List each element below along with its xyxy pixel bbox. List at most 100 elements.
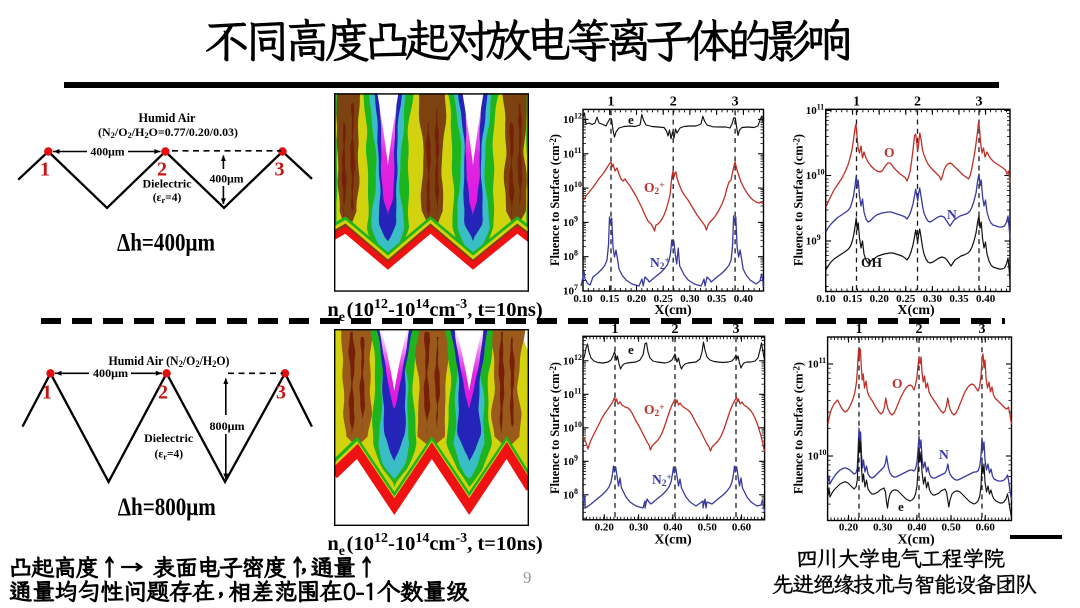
- svg-text:3: 3: [979, 322, 986, 337]
- svg-text:400μm: 400μm: [210, 174, 244, 186]
- svg-text:10: 10: [563, 183, 575, 195]
- svg-text:10: 10: [563, 286, 575, 298]
- svg-text:1: 1: [608, 95, 615, 110]
- svg-text:0.50: 0.50: [698, 522, 718, 534]
- svg-text:1: 1: [40, 159, 50, 181]
- svg-text:10: 10: [563, 389, 575, 401]
- svg-text:800μm: 800μm: [210, 421, 245, 433]
- svg-text:1: 1: [853, 95, 860, 110]
- svg-text:400μm: 400μm: [93, 368, 128, 380]
- svg-text:11: 11: [574, 386, 582, 395]
- svg-text:3: 3: [733, 322, 740, 337]
- svg-text:7: 7: [574, 283, 578, 292]
- svg-text:9: 9: [817, 233, 821, 242]
- svg-text:10: 10: [563, 355, 575, 367]
- svg-text:0.50: 0.50: [941, 522, 961, 534]
- svg-text:1: 1: [856, 322, 863, 337]
- svg-text:(εr=4): (εr=4): [153, 192, 182, 205]
- svg-text:0.30: 0.30: [923, 293, 943, 305]
- svg-text:X(cm): X(cm): [654, 303, 692, 318]
- svg-text:9: 9: [574, 214, 578, 223]
- svg-text:X(cm): X(cm): [897, 303, 935, 318]
- svg-text:0.40: 0.40: [907, 522, 927, 534]
- svg-text:3: 3: [276, 382, 286, 404]
- svg-text:0.25: 0.25: [654, 293, 674, 305]
- svg-text:0.60: 0.60: [976, 522, 996, 534]
- svg-text:Fluence to Surface (cm-2): Fluence to Surface (cm-2): [548, 362, 562, 494]
- svg-text:O2+: O2+: [644, 402, 665, 419]
- svg-text:e: e: [898, 499, 904, 514]
- svg-text:Fluence to Surface (cm-2): Fluence to Surface (cm-2): [548, 134, 562, 266]
- svg-text:0.20: 0.20: [839, 522, 859, 534]
- svg-text:3: 3: [732, 95, 739, 110]
- svg-text:X(cm): X(cm): [897, 533, 935, 548]
- svg-text:Δh=400μm: Δh=400μm: [117, 228, 215, 257]
- svg-text:2: 2: [916, 322, 923, 337]
- svg-text:12: 12: [574, 353, 582, 362]
- svg-text:0.20: 0.20: [595, 522, 615, 534]
- svg-text:0.15: 0.15: [600, 293, 620, 305]
- svg-text:e: e: [628, 112, 634, 127]
- svg-text:0.30: 0.30: [873, 522, 893, 534]
- svg-text:Humid Air (N2/O2/H2O): Humid Air (N2/O2/H2O): [109, 353, 230, 370]
- svg-text:N: N: [947, 207, 957, 222]
- svg-text:400μm: 400μm: [91, 146, 125, 158]
- svg-text:10: 10: [563, 114, 575, 126]
- svg-text:Dielectric: Dielectric: [143, 178, 192, 190]
- svg-text:O: O: [892, 376, 903, 391]
- svg-text:Δh=800μm: Δh=800μm: [118, 492, 216, 521]
- svg-text:N2+: N2+: [650, 255, 670, 272]
- svg-text:10: 10: [563, 217, 575, 229]
- svg-text:12: 12: [574, 111, 582, 120]
- svg-text:1: 1: [612, 322, 619, 337]
- svg-text:3: 3: [275, 159, 285, 181]
- svg-text:3: 3: [976, 95, 983, 110]
- svg-text:10: 10: [563, 251, 575, 263]
- svg-text:0.20: 0.20: [870, 293, 890, 305]
- svg-text:9: 9: [574, 453, 578, 462]
- svg-text:8: 8: [574, 487, 578, 496]
- svg-text:0.15: 0.15: [843, 293, 863, 305]
- svg-text:0.40: 0.40: [734, 293, 754, 305]
- svg-text:0.30: 0.30: [629, 522, 649, 534]
- svg-text:(εr=4): (εr=4): [155, 448, 184, 461]
- svg-text:O2+: O2+: [644, 180, 665, 197]
- svg-text:(N2/O2/H2O=0.77/0.20/0.03): (N2/O2/H2O=0.77/0.20/0.03): [98, 125, 238, 140]
- svg-text:e: e: [628, 342, 634, 357]
- svg-text:0.60: 0.60: [732, 522, 752, 534]
- svg-text:2: 2: [157, 159, 167, 181]
- svg-text:X(cm): X(cm): [654, 533, 692, 548]
- svg-text:0.40: 0.40: [976, 293, 996, 305]
- svg-text:10: 10: [563, 456, 575, 468]
- svg-text:Dielectric: Dielectric: [144, 433, 193, 445]
- svg-text:2: 2: [158, 382, 168, 404]
- svg-text:10: 10: [808, 359, 820, 371]
- svg-text:10: 10: [806, 236, 818, 248]
- svg-text:11: 11: [574, 146, 582, 155]
- svg-text:11: 11: [817, 103, 825, 112]
- svg-text:2: 2: [672, 322, 679, 337]
- svg-text:1: 1: [42, 382, 52, 404]
- svg-text:Fluence to Surface (cm-2): Fluence to Surface (cm-2): [792, 362, 806, 494]
- svg-text:0.20: 0.20: [627, 293, 647, 305]
- svg-text:0.40: 0.40: [663, 522, 683, 534]
- svg-text:0.35: 0.35: [707, 293, 727, 305]
- svg-text:10: 10: [806, 105, 818, 117]
- svg-text:10: 10: [819, 448, 827, 457]
- svg-text:N: N: [939, 447, 949, 462]
- svg-text:0.30: 0.30: [680, 293, 700, 305]
- svg-text:0.25: 0.25: [896, 293, 916, 305]
- svg-text:10: 10: [806, 170, 818, 182]
- svg-text:10: 10: [817, 168, 825, 177]
- svg-text:10: 10: [563, 489, 575, 501]
- svg-text:OH: OH: [861, 255, 883, 270]
- svg-text:10: 10: [574, 420, 582, 429]
- svg-text:0.10: 0.10: [573, 293, 593, 305]
- svg-text:10: 10: [563, 422, 575, 434]
- svg-text:10: 10: [574, 180, 582, 189]
- svg-text:0.10: 0.10: [816, 293, 836, 305]
- svg-text:O: O: [884, 145, 895, 160]
- svg-text:2: 2: [914, 95, 921, 110]
- svg-text:11: 11: [819, 356, 827, 365]
- svg-text:10: 10: [808, 451, 820, 463]
